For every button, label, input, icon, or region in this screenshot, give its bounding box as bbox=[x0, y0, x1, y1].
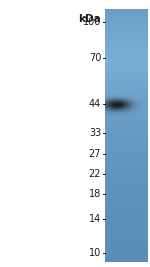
Text: 27: 27 bbox=[89, 148, 101, 159]
Text: 14: 14 bbox=[89, 214, 101, 225]
Text: 22: 22 bbox=[89, 169, 101, 179]
Text: kDa: kDa bbox=[78, 14, 101, 24]
Text: 100: 100 bbox=[83, 17, 101, 27]
Text: 33: 33 bbox=[89, 128, 101, 138]
Text: 10: 10 bbox=[89, 248, 101, 258]
Text: 70: 70 bbox=[89, 53, 101, 63]
Text: 44: 44 bbox=[89, 100, 101, 109]
Text: 18: 18 bbox=[89, 189, 101, 199]
